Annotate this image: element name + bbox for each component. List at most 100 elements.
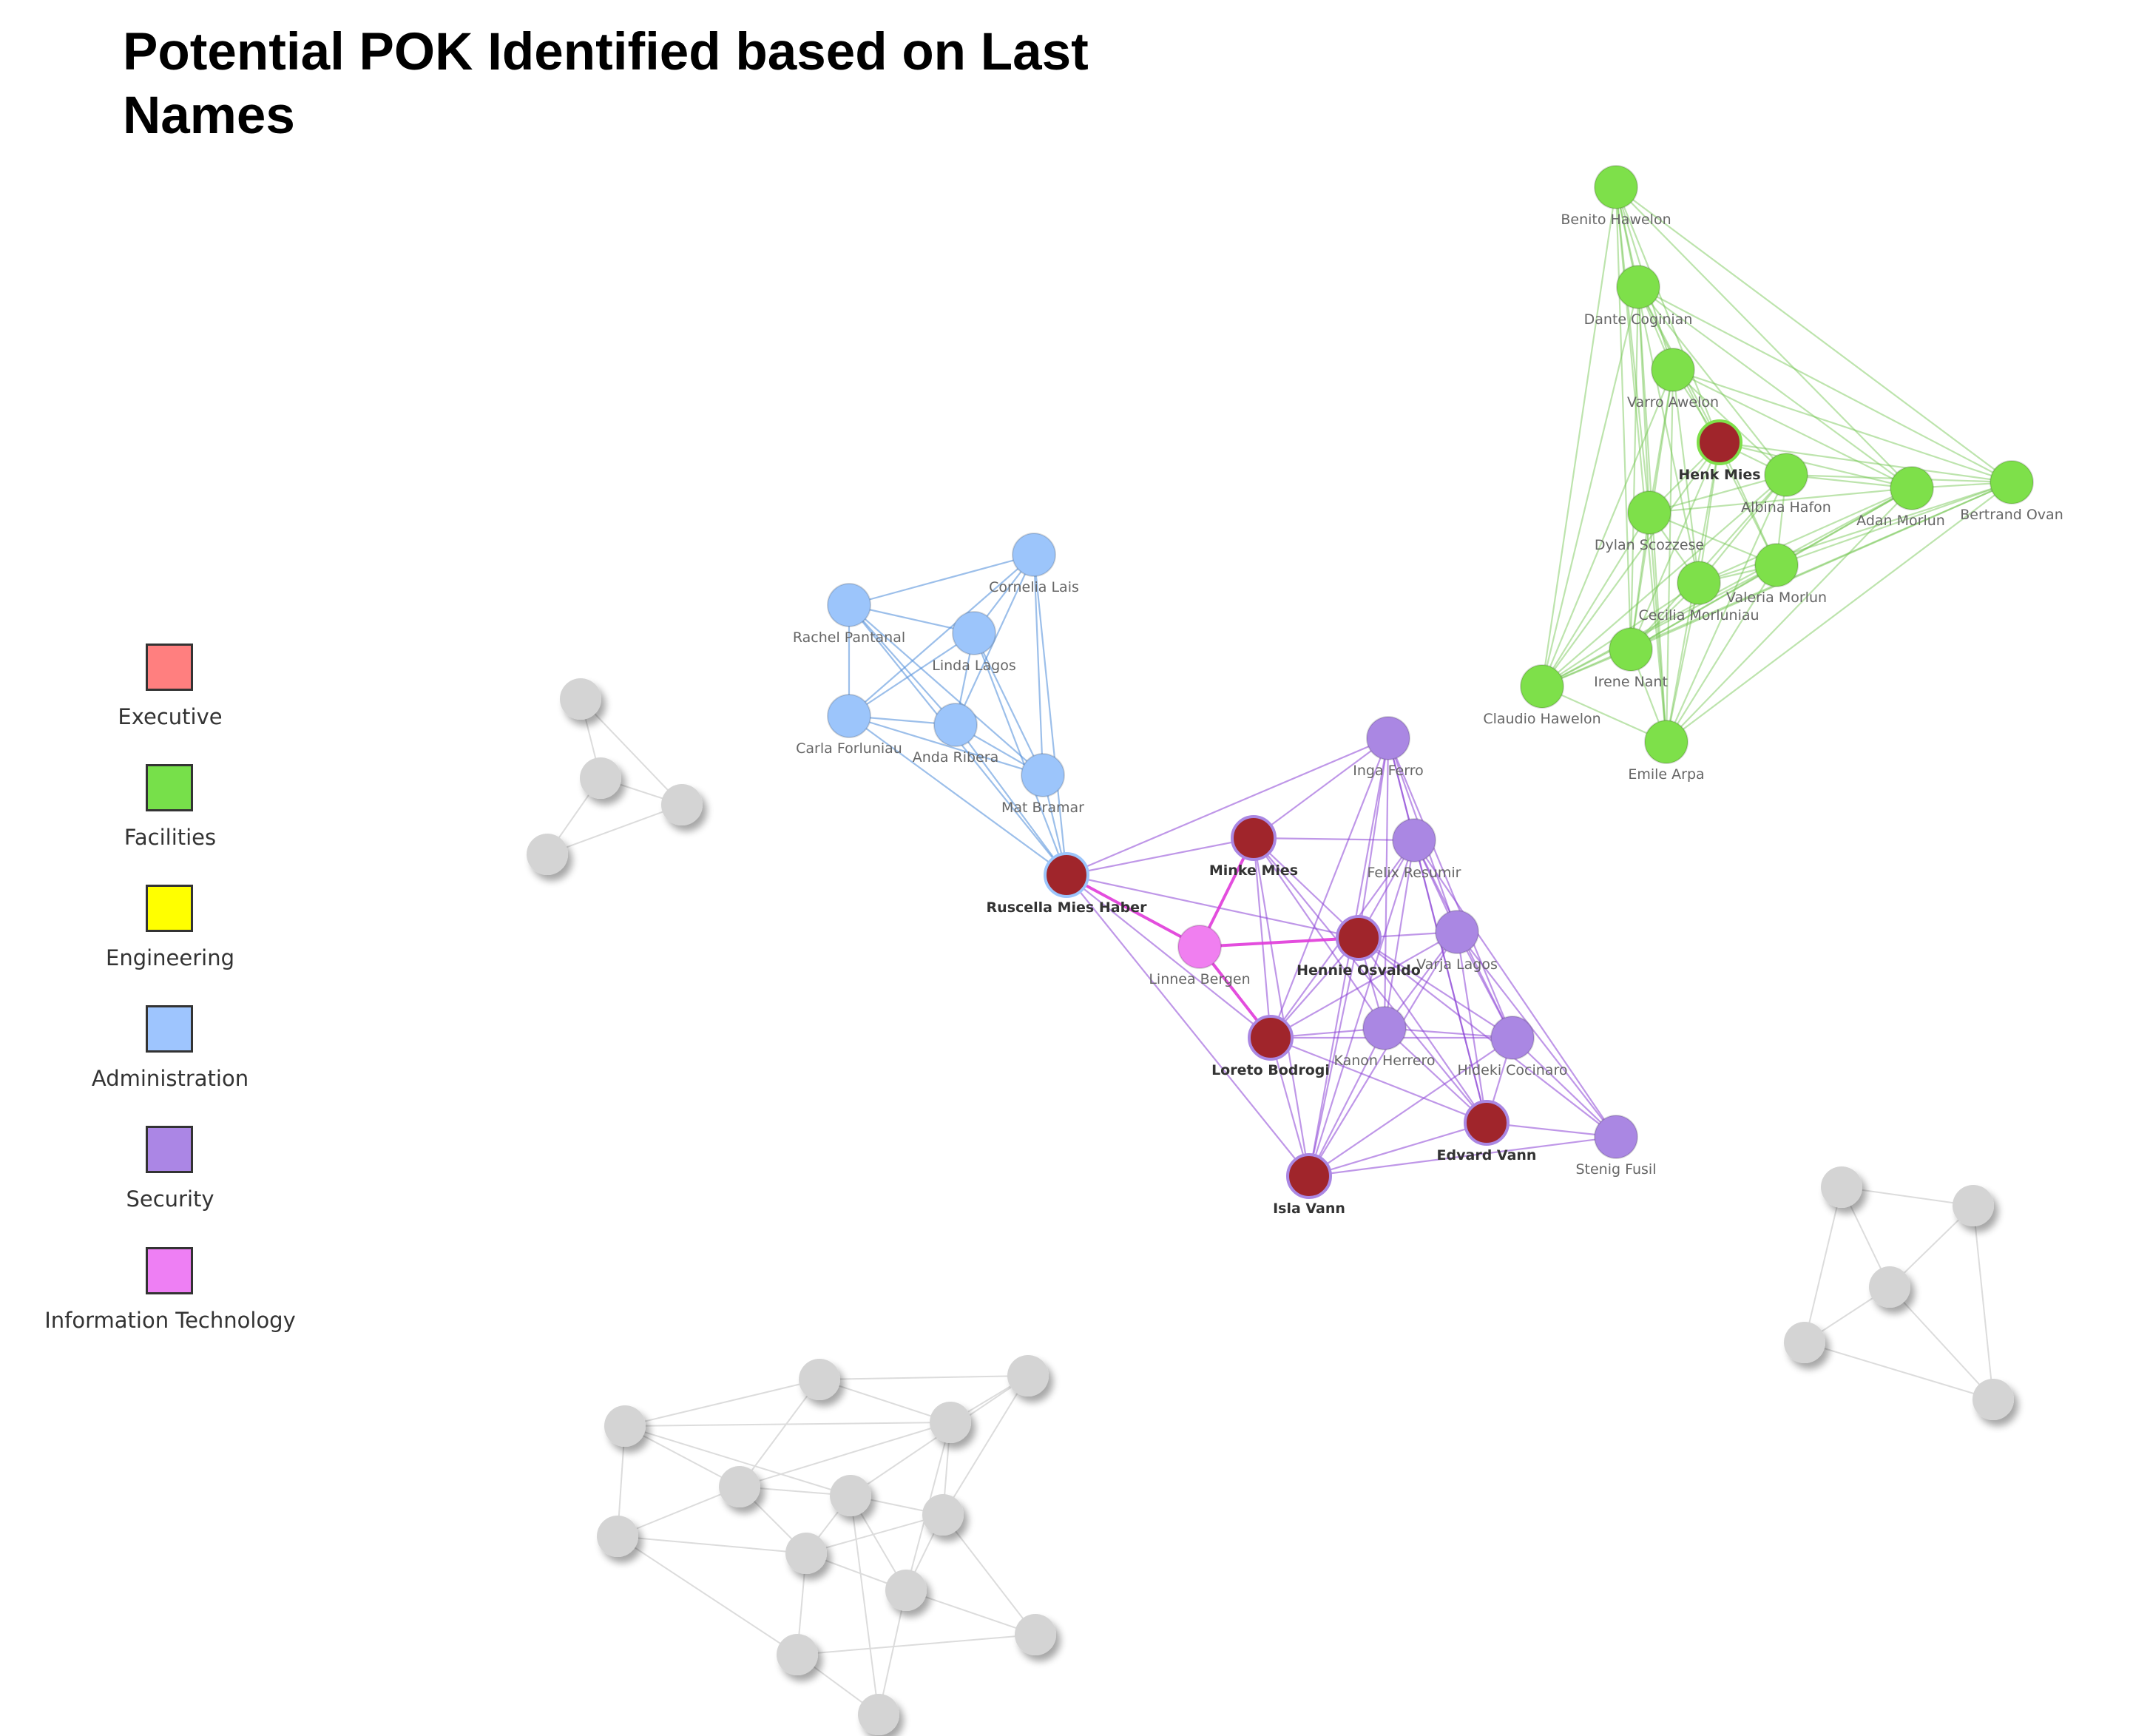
node-hideki[interactable]: Hideki Cocinaro (1458, 1016, 1568, 1078)
node-claudio[interactable]: Claudio Hawelon (1483, 664, 1601, 727)
node-bertrand[interactable]: Bertrand Ovan (1960, 460, 2063, 523)
node-label: Stenig Fusil (1575, 1161, 1656, 1178)
node-circle[interactable] (1990, 460, 2034, 504)
node-circle[interactable] (1754, 543, 1799, 587)
node-anda[interactable]: Anda Ribera (913, 703, 998, 766)
edge-benito-bertrand (1615, 186, 2012, 483)
node-circle[interactable] (1644, 720, 1688, 764)
edge-ruscella-hennie (1066, 874, 1359, 939)
node-label: Inga Ferro (1353, 763, 1423, 779)
node-circle[interactable] (1177, 925, 1222, 969)
node-edvard[interactable]: Edvard Vann (1437, 1100, 1537, 1163)
legend-item-security[interactable]: Security (30, 1126, 311, 1237)
grey-node (604, 1405, 646, 1447)
edge-albina-dylan (1649, 473, 1787, 514)
node-label: Hennie Osvaldo (1297, 962, 1421, 979)
node-circle[interactable] (1435, 910, 1479, 954)
node-circle[interactable] (1764, 453, 1808, 497)
legend-item-administration[interactable]: Administration (30, 1005, 311, 1116)
grey-node (661, 784, 703, 825)
node-ruscella[interactable]: Ruscella Mies Haber (987, 852, 1148, 916)
node-adan[interactable]: Adan Morlun (1856, 466, 1945, 529)
node-dylan[interactable]: Dylan Scozzese (1595, 490, 1704, 553)
edge-hennie-isla (1308, 937, 1360, 1177)
node-circle[interactable] (1248, 1015, 1294, 1061)
edge-bertrand-emile (1666, 482, 2012, 743)
node-circle[interactable] (1677, 561, 1721, 605)
node-henk[interactable]: Henk Mies (1678, 419, 1761, 483)
node-hennie[interactable]: Hennie Osvaldo (1297, 915, 1421, 979)
node-circle[interactable] (1627, 490, 1671, 535)
edge-carla-ruscella (848, 715, 1067, 876)
node-isla[interactable]: Isla Vann (1273, 1153, 1345, 1217)
node-circle[interactable] (1231, 815, 1277, 861)
node-circle[interactable] (1651, 348, 1695, 392)
node-circle[interactable] (1609, 627, 1653, 672)
node-circle[interactable] (1044, 852, 1089, 898)
node-cecilia[interactable]: Cecilia Morluniau (1638, 561, 1759, 624)
legend-item-information-technology[interactable]: Information Technology (30, 1247, 311, 1358)
node-inga[interactable]: Inga Ferro (1353, 716, 1424, 779)
node-circle[interactable] (933, 703, 978, 747)
node-circle[interactable] (1594, 165, 1638, 209)
node-circle[interactable] (1890, 466, 1934, 510)
edge-adan-dylan (1649, 487, 1913, 514)
node-carla[interactable]: Carla Forluniau (796, 694, 902, 757)
node-circle[interactable] (1021, 753, 1065, 797)
edge-hennie-hideki (1358, 937, 1513, 1038)
node-circle[interactable] (1362, 1006, 1407, 1050)
legend-item-engineering[interactable]: Engineering (30, 885, 311, 996)
node-circle[interactable] (1490, 1016, 1535, 1060)
node-label: Linnea Bergen (1149, 971, 1250, 987)
grey-edge (805, 1514, 944, 1554)
node-valeria[interactable]: Valeria Morlun (1726, 543, 1827, 606)
node-circle[interactable] (952, 611, 996, 655)
node-circle[interactable] (1336, 915, 1382, 961)
legend-item-facilities[interactable]: Facilities (30, 764, 311, 875)
node-emile[interactable]: Emile Arpa (1628, 720, 1705, 783)
edge-linda-mat (973, 632, 1044, 776)
edge-ruscella-inga (1066, 737, 1389, 877)
node-mat[interactable]: Mat Bramar (1001, 753, 1084, 816)
node-circle[interactable] (827, 694, 871, 738)
node-varja[interactable]: Varja Lagos (1416, 910, 1498, 973)
grey-edge (819, 1375, 1029, 1380)
nodes[interactable]: Benito Hawelon Dante Coginian Varro Awelon… (793, 165, 2063, 1217)
node-kanon[interactable]: Kanon Herrero (1333, 1006, 1436, 1069)
node-rachel[interactable]: Rachel Pantanal (793, 583, 905, 646)
node-stenig[interactable]: Stenig Fusil (1575, 1115, 1657, 1178)
node-circle[interactable] (1520, 664, 1564, 709)
grey-edge (624, 1379, 820, 1427)
node-circle[interactable] (1594, 1115, 1638, 1159)
node-loreto[interactable]: Loreto Bodrogi (1211, 1015, 1330, 1078)
node-linnea[interactable]: Linnea Bergen (1149, 925, 1251, 987)
node-dante[interactable]: Dante Coginian (1584, 265, 1693, 328)
node-circle[interactable] (827, 583, 871, 627)
legend-label-information-technology: Information Technology (44, 1308, 296, 1333)
node-label: Rachel Pantanal (793, 629, 905, 646)
node-minke[interactable]: Minke Mies (1209, 815, 1298, 879)
legend-item-executive[interactable]: Executive (30, 644, 311, 754)
node-benito[interactable]: Benito Hawelon (1561, 165, 1671, 228)
node-varro[interactable]: Varro Awelon (1627, 348, 1719, 411)
node-albina[interactable]: Albina Hafon (1741, 453, 1831, 516)
edge-varro-claudio (1541, 369, 1674, 687)
node-circle[interactable] (1464, 1100, 1510, 1146)
node-circle[interactable] (1286, 1153, 1332, 1199)
edge-dante-adan (1637, 286, 1913, 489)
node-circle[interactable] (1616, 265, 1660, 309)
node-circle[interactable] (1012, 533, 1056, 577)
edge-anda-ruscella (955, 724, 1067, 876)
grey-edge (624, 1425, 851, 1496)
node-linda[interactable]: Linda Lagos (932, 611, 1016, 674)
node-circle[interactable] (1697, 419, 1742, 465)
grey-node (799, 1359, 840, 1400)
node-cornelia[interactable]: Cornelia Lais (989, 533, 1079, 595)
node-circle[interactable] (1392, 818, 1436, 862)
legend-label-engineering: Engineering (106, 945, 234, 970)
node-circle[interactable] (1366, 716, 1410, 760)
node-felix[interactable]: Felix Resumir (1368, 818, 1461, 881)
edge-cornelia-carla (848, 554, 1035, 717)
node-irene[interactable]: Irene Nant (1594, 627, 1668, 690)
